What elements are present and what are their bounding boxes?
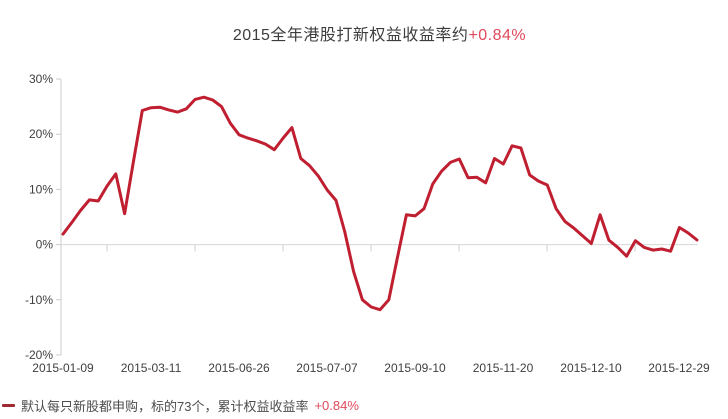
y-tick-label: 30% <box>29 72 53 86</box>
x-tick-label: 2015-12-29 <box>648 361 710 375</box>
x-tick-label: 2015-06-26 <box>208 361 270 375</box>
legend-line-marker <box>2 403 15 407</box>
y-tick-label: -20% <box>25 348 53 362</box>
x-tick-label: 2015-01-09 <box>32 361 94 375</box>
chart-title-highlight: +0.84% <box>468 27 527 44</box>
y-tick-label: 10% <box>29 182 53 196</box>
chart-title-text: 2015全年港股打新权益收益率约 <box>232 27 469 44</box>
y-tick-label: 20% <box>29 127 53 141</box>
x-tick-label: 2015-09-10 <box>384 361 446 375</box>
y-tick-label: -10% <box>25 293 53 307</box>
y-axis-ticks <box>56 78 61 356</box>
x-tick-label: 2015-12-10 <box>560 361 622 375</box>
y-tick-label: 0% <box>36 238 54 252</box>
legend-highlight: +0.84% <box>314 397 359 413</box>
series-line <box>61 95 699 312</box>
x-axis-ticks <box>106 244 636 252</box>
x-tick-label: 2015-11-20 <box>473 361 534 375</box>
legend[interactable]: 默认每只新股都申购，标的73个，累计权益收益率 +0.84% <box>2 396 359 414</box>
x-tick-label: 2015-03-11 <box>121 361 182 375</box>
legend-label: 默认每只新股都申购，标的73个，累计权益收益率 <box>21 398 309 414</box>
x-tick-label: 2015-07-07 <box>296 361 358 375</box>
page-title: 2015全年港股打新权益收益率约+0.84% <box>61 21 698 45</box>
